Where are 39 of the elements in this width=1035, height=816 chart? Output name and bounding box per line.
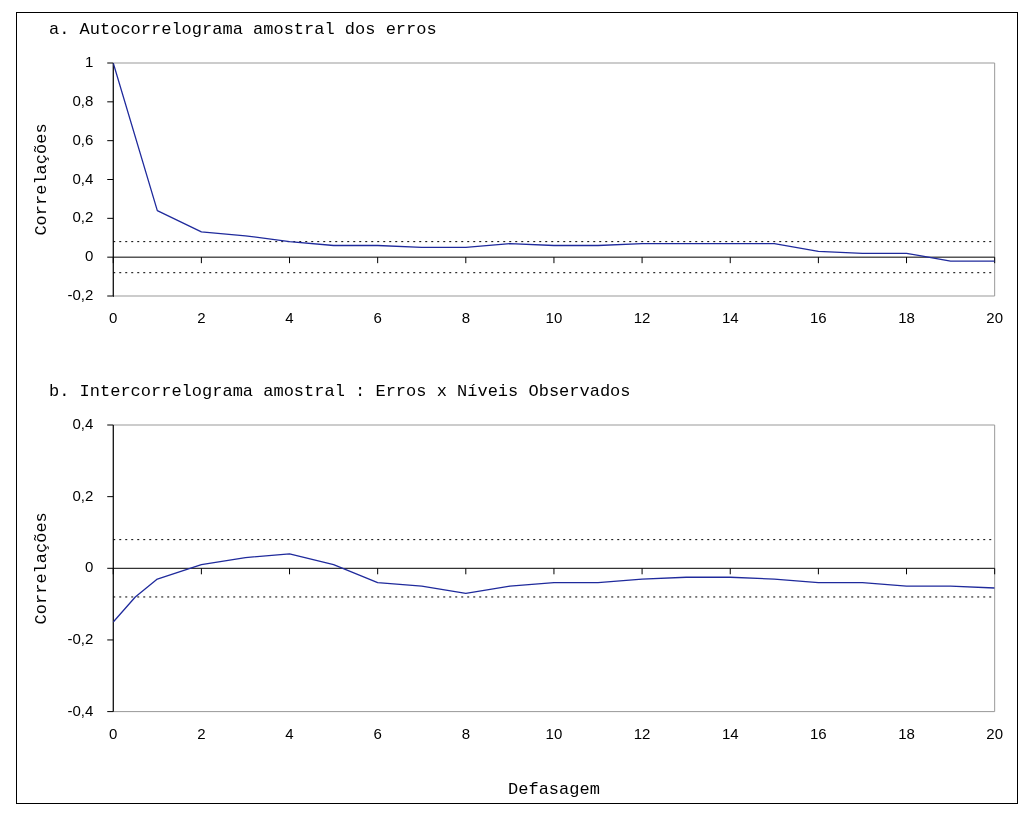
x-tick-label: 10 (545, 309, 563, 327)
x-tick-label: 2 (197, 724, 206, 742)
x-tick-label: 0 (109, 724, 118, 742)
x-tick-label: 6 (373, 724, 382, 742)
y-tick-label: -0,2 (67, 286, 94, 304)
x-tick-label: 18 (898, 309, 915, 327)
x-tick-label: 16 (810, 309, 827, 327)
chart-title: b. Intercorrelograma amostral : Erros x Níveis Observados (49, 382, 631, 401)
y-tick-label: -0,2 (67, 630, 94, 648)
x-axis-title: Defasagem (508, 780, 600, 800)
x-tick-label: 6 (373, 309, 382, 327)
y-tick-label: 0,4 (72, 169, 94, 187)
y-tick-label: 1 (84, 53, 94, 71)
y-tick-label: 0,2 (72, 486, 94, 504)
x-tick-label: 8 (461, 724, 470, 742)
y-tick-label: 0 (84, 558, 94, 576)
x-tick-label: 2 (197, 309, 206, 327)
chart-title: a. Autocorrelograma amostral dos erros (49, 20, 437, 39)
x-tick-label: 0 (109, 309, 118, 327)
y-axis-title: Correlações (31, 123, 51, 236)
x-tick-label: 4 (285, 309, 294, 327)
y-tick-label: 0 (84, 247, 94, 265)
x-tick-label: 10 (545, 724, 563, 742)
x-tick-label: 14 (721, 309, 739, 327)
y-tick-label: 0,8 (72, 91, 94, 109)
x-tick-label: 20 (986, 309, 1003, 327)
y-axis-title: Correlações (31, 512, 51, 625)
x-tick-label: 18 (898, 724, 915, 742)
y-tick-label: 0,6 (72, 130, 94, 148)
x-tick-label: 4 (285, 724, 294, 742)
x-tick-label: 16 (810, 724, 827, 742)
y-tick-label: -0,4 (67, 701, 94, 719)
x-tick-label: 20 (986, 724, 1003, 742)
y-tick-label: 0,2 (72, 208, 94, 226)
x-tick-label: 12 (633, 309, 651, 327)
x-tick-label: 8 (461, 309, 470, 327)
y-tick-label: 0,4 (72, 415, 94, 433)
x-tick-label: 14 (721, 724, 739, 742)
x-tick-label: 12 (633, 724, 651, 742)
